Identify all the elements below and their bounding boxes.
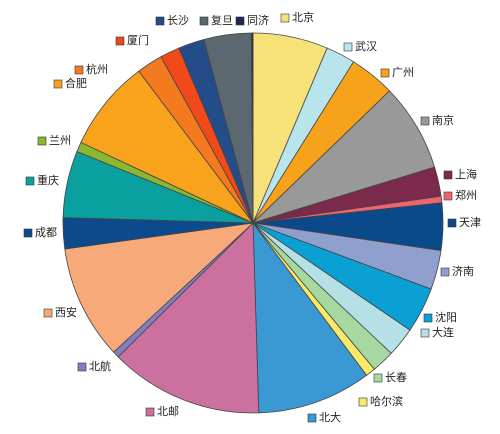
legend-swatch: [77, 362, 87, 372]
slice-label: 北京: [292, 10, 314, 24]
legend-swatch: [443, 170, 453, 180]
slice-label: 天津: [459, 216, 481, 229]
legend-swatch: [23, 228, 33, 238]
slice-label: 南京: [432, 113, 454, 127]
slice-label: 大连: [432, 325, 454, 339]
legend-swatch: [235, 16, 245, 26]
legend-swatch: [447, 218, 457, 228]
legend-swatch: [343, 42, 353, 52]
legend-swatch: [373, 373, 383, 383]
slice-label: 广州: [392, 66, 414, 79]
legend-swatch: [280, 13, 290, 23]
slice-label: 兰州: [49, 134, 71, 147]
slice-label: 济南: [452, 264, 474, 278]
legend-swatch: [145, 407, 155, 417]
slice-label: 重庆: [37, 173, 59, 187]
legend-swatch: [43, 308, 53, 318]
legend-swatch: [358, 397, 368, 407]
slice-label: 北邮: [157, 405, 179, 418]
legend-swatch: [37, 136, 47, 146]
slice-label: 郑州: [455, 188, 477, 202]
legend-swatch: [53, 79, 63, 89]
legend-swatch: [199, 16, 209, 26]
slice-label: 成都: [35, 226, 57, 239]
legend-swatch: [115, 36, 125, 46]
legend-swatch: [423, 313, 433, 323]
legend-swatch: [380, 68, 390, 78]
slice-label: 长沙: [167, 14, 189, 27]
legend-swatch: [443, 191, 453, 201]
legend-swatch: [440, 267, 450, 277]
pie-slice: [117, 222, 260, 414]
slice-label: 杭州: [86, 62, 108, 76]
slice-label: 长春: [385, 371, 407, 384]
slice-label: 北航: [89, 359, 111, 373]
slice-label: 沈阳: [435, 310, 457, 324]
pie-slice: [64, 222, 255, 353]
slice-label: 武汉: [355, 40, 377, 53]
legend-swatch: [74, 65, 84, 75]
slice-label: 合肥: [65, 76, 87, 90]
legend-swatch: [25, 176, 35, 186]
legend-swatch: [420, 328, 430, 338]
slice-label: 复旦: [211, 13, 233, 27]
pie-slice: [252, 221, 368, 414]
legend-swatch: [155, 16, 165, 26]
pie-slice: [80, 70, 254, 224]
slice-label: 北大: [319, 410, 341, 424]
slice-label: 同济: [247, 13, 269, 27]
slice-label: 哈尔滨: [370, 394, 403, 408]
slice-label: 西安: [55, 305, 77, 319]
pie-slice: [250, 32, 254, 224]
slice-label: 厦门: [127, 33, 149, 47]
legend-swatch: [307, 413, 317, 423]
legend-swatch: [420, 116, 430, 126]
slice-label: 上海: [455, 167, 477, 181]
